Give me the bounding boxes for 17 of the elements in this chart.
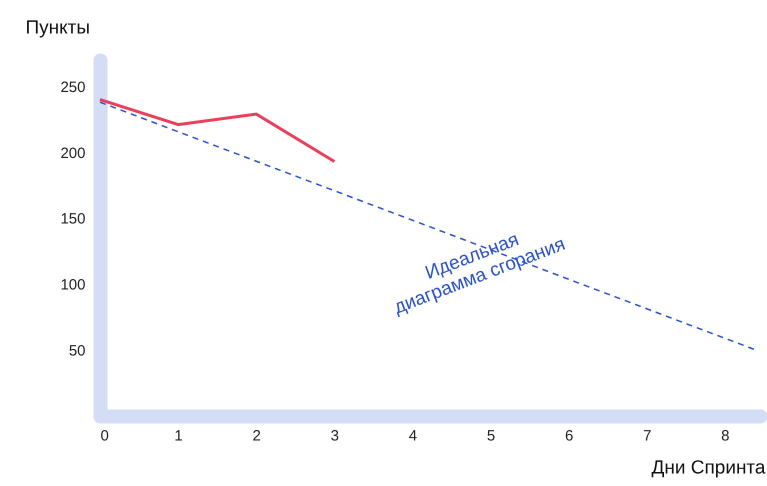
x-tick-label: 1: [174, 428, 183, 444]
x-tick-label: 8: [721, 428, 730, 444]
y-tick-label: 100: [60, 276, 86, 294]
x-tick-label: 2: [252, 428, 261, 444]
x-tick-label: 6: [564, 428, 574, 444]
x-tick-label: 3: [330, 428, 339, 444]
x-tick-label: 5: [486, 428, 496, 444]
y-tick-label: 50: [68, 342, 86, 360]
y-axis-title: Пункты: [26, 18, 90, 38]
x-tick-label: 4: [408, 428, 418, 444]
x-axis-title: Дни Спринта: [652, 458, 766, 478]
x-tick-label: 0: [100, 428, 109, 444]
y-tick-label: 200: [60, 144, 86, 162]
y-tick-label: 150: [60, 210, 86, 228]
x-tick-label: 7: [643, 428, 652, 444]
y-tick-label: 250: [60, 78, 86, 96]
line-series: [98, 98, 336, 164]
